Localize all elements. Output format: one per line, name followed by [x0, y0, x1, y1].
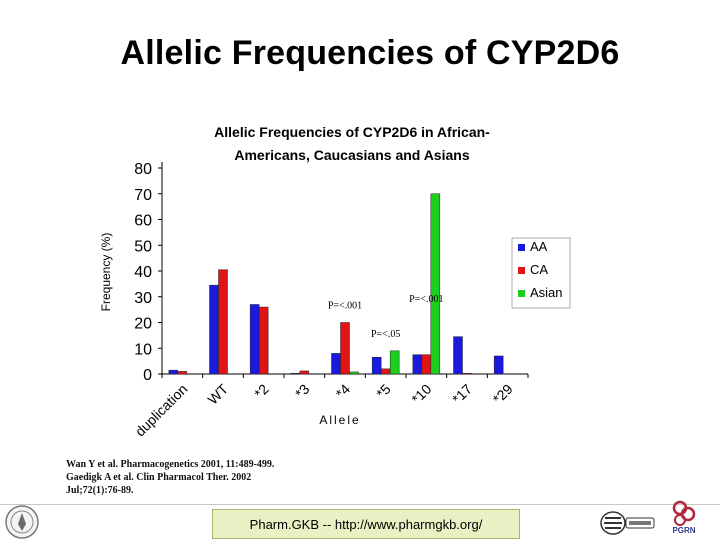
- bar: [340, 322, 350, 375]
- y-tick-label: 10: [134, 341, 152, 358]
- bar: [290, 372, 301, 375]
- y-tick-label: 80: [134, 161, 152, 178]
- y-tick-label: 30: [134, 290, 152, 307]
- y-tick-label: 60: [134, 213, 152, 230]
- bar: [421, 354, 432, 375]
- bar: [209, 284, 219, 375]
- x-tick-label: *5: [373, 381, 394, 402]
- legend-label: AA: [530, 239, 548, 254]
- pharmgkb-logo: [600, 510, 656, 536]
- bar: [462, 372, 472, 375]
- chart-title-group: Allelic Frequencies of CYP2D6 in African…: [214, 124, 490, 163]
- x-tick-label: *2: [251, 381, 272, 402]
- annotation-label: P=<.001: [328, 301, 362, 312]
- x-tick-labels: duplication WT *2 *3 *4 *5 *10 *17 *29: [132, 380, 516, 439]
- chart-title-line-2: Americans, Caucasians and Asians: [234, 147, 469, 163]
- x-tick-label: *10: [408, 381, 434, 407]
- annotations: P=<.001 P=<.05 P=<.001: [328, 294, 444, 340]
- x-tick-label: *4: [332, 381, 353, 402]
- y-tick-label: 0: [143, 367, 152, 384]
- y-tick-label: 50: [134, 238, 152, 255]
- bar: [168, 369, 179, 375]
- bar: [218, 269, 228, 375]
- x-tick-label: *3: [292, 381, 313, 402]
- annotation-label: P=<.05: [371, 329, 400, 340]
- y-tick-labels: 0 10 20 30 40 50 60 70 80: [134, 161, 162, 384]
- legend-swatch: [518, 267, 525, 274]
- bar: [493, 355, 504, 375]
- footer-link[interactable]: Pharm.GKB -- http://www.pharmgkb.org/: [212, 509, 520, 539]
- legend-swatch: [518, 290, 525, 297]
- bar: [389, 350, 400, 375]
- x-tick-label: *29: [490, 381, 516, 407]
- bar: [331, 353, 341, 375]
- x-tick-label: duplication: [132, 381, 191, 440]
- bars: [168, 193, 504, 375]
- annotation-label: P=<.001: [409, 294, 443, 305]
- legend-label: Asian: [530, 285, 563, 300]
- reference-line: Gaedigk A et al. Clin Pharmacol Ther. 20…: [66, 472, 252, 483]
- chart-title-line-1: Allelic Frequencies of CYP2D6 in African…: [214, 124, 490, 140]
- reference-line: Wan Y et al. Pharmacogenetics 2001, 11:4…: [66, 459, 275, 470]
- y-tick-label: 20: [134, 316, 152, 333]
- university-seal-logo: [4, 504, 40, 540]
- legend: AA CA Asian: [511, 237, 571, 309]
- bar: [412, 354, 423, 375]
- pgrn-logo: PGRN: [664, 500, 704, 540]
- references: Wan Y et al. Pharmacogenetics 2001, 11:4…: [66, 458, 274, 497]
- y-axis-label: Frequency (%): [99, 233, 113, 312]
- reference-line: Jul;72(1):76-89.: [66, 485, 134, 496]
- legend-swatch: [518, 244, 525, 251]
- bar: [249, 304, 260, 375]
- x-axis-label: Allele: [319, 413, 360, 427]
- x-tick-label: WT: [204, 380, 231, 407]
- bar: [430, 193, 441, 375]
- pgrn-logo-text: PGRN: [672, 526, 696, 535]
- y-tick-label: 40: [134, 264, 152, 281]
- slide-title: Allelic Frequencies of CYP2D6: [120, 34, 620, 72]
- bar: [258, 306, 269, 375]
- legend-label: CA: [530, 262, 548, 277]
- bar: [299, 370, 310, 375]
- footer-divider: [0, 504, 720, 505]
- bar: [349, 371, 359, 375]
- bar: [380, 368, 391, 375]
- x-tick-label: *17: [449, 381, 475, 407]
- bar: [177, 371, 188, 375]
- bar: [453, 336, 463, 375]
- y-tick-label: 70: [134, 187, 152, 204]
- bar: [371, 357, 382, 375]
